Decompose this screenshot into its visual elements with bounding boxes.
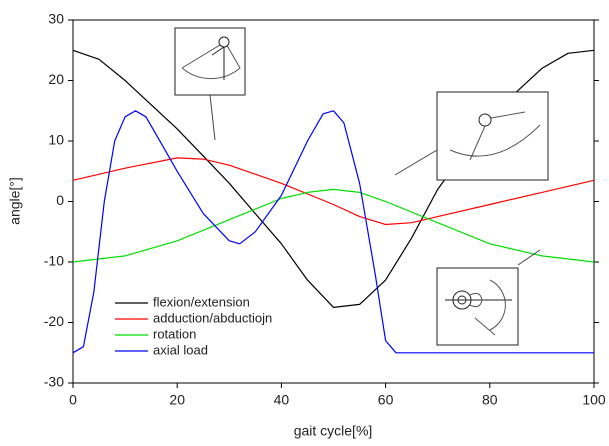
y-tick-label: -30 — [44, 374, 64, 390]
y-tick-label: -10 — [44, 253, 64, 269]
x-tick-label: 0 — [69, 392, 77, 408]
y-axis-label: angle[°] — [7, 177, 23, 225]
series-line — [73, 189, 594, 262]
y-tick-label: 30 — [48, 11, 64, 27]
x-tick-label: 100 — [582, 392, 606, 408]
legend-label: adduction/abductiojn — [153, 310, 272, 325]
x-tick-label: 20 — [169, 392, 185, 408]
legend-label: flexion/extension — [153, 294, 250, 309]
y-tick-label: 0 — [56, 192, 64, 208]
y-tick-label: -20 — [44, 313, 64, 329]
inset-hip-side — [395, 92, 548, 180]
legend-label: rotation — [153, 326, 196, 341]
y-tick-label: 10 — [48, 132, 64, 148]
inset-hip-rotation — [437, 250, 540, 345]
x-tick-label: 80 — [482, 392, 498, 408]
chart: gait cycle[%] angle[°] -30 -20 -10 0 10 20 30 0… — [0, 0, 609, 446]
x-tick-label: 40 — [274, 392, 290, 408]
x-tick-label: 60 — [378, 392, 394, 408]
legend-label: axial load — [153, 342, 208, 357]
y-tick-label: 20 — [48, 71, 64, 87]
inset-hip-top — [175, 28, 245, 140]
x-axis-label: gait cycle[%] — [294, 423, 373, 439]
